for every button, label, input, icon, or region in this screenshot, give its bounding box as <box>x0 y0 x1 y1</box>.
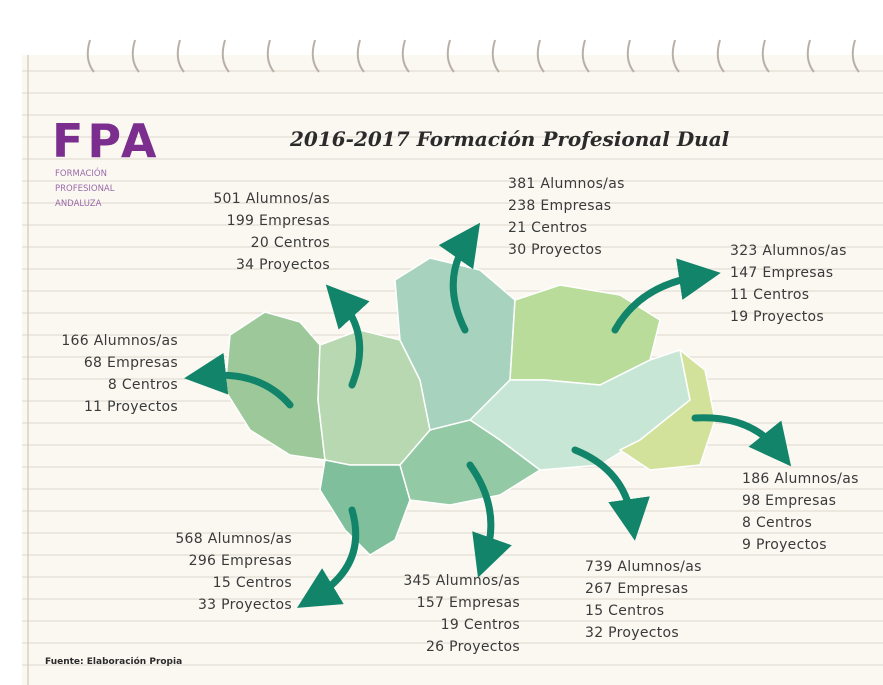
almeria <box>618 348 716 471</box>
stat-line: 20 Centros <box>251 235 330 251</box>
stat-line: 26 Proyectos <box>426 639 520 655</box>
logo-line: ANDALUZA <box>55 199 102 209</box>
stat-line: 345 Alumnos/as <box>403 573 520 589</box>
stat-line: 501 Alumnos/as <box>213 191 330 207</box>
stat-line: 157 Empresas <box>417 595 520 611</box>
stat-line: 19 Proyectos <box>730 309 824 325</box>
stat-line: 11 Centros <box>730 287 809 303</box>
stat-line: 68 Empresas <box>84 355 178 371</box>
stat-line: 296 Empresas <box>189 553 292 569</box>
stat-line: 21 Centros <box>508 220 587 236</box>
stat-line: 186 Alumnos/as <box>742 471 859 487</box>
stat-line: 568 Alumnos/as <box>175 531 292 547</box>
stat-line: 32 Proyectos <box>585 625 679 641</box>
arrows <box>184 222 792 608</box>
stat-line: 238 Empresas <box>508 198 611 214</box>
stat-line: 98 Empresas <box>742 493 836 509</box>
spiral-rings <box>86 39 860 73</box>
logo-line: PROFESIONAL <box>55 184 115 194</box>
stat-line: 323 Alumnos/as <box>730 243 847 259</box>
logo: FPA <box>52 114 161 168</box>
logo-line: FORMACIÓN <box>55 167 107 179</box>
stat-line: 15 Centros <box>213 575 292 591</box>
stat-line: 30 Proyectos <box>508 242 602 258</box>
stat-line: 19 Centros <box>441 617 520 633</box>
stat-line: 15 Centros <box>585 603 664 619</box>
stat-line: 8 Centros <box>742 515 812 531</box>
stat-line: 199 Empresas <box>227 213 330 229</box>
stat-line: 166 Alumnos/as <box>61 333 178 349</box>
stat-line: 34 Proyectos <box>236 257 330 273</box>
stat-line: 33 Proyectos <box>198 597 292 613</box>
stat-line: 267 Empresas <box>585 581 688 597</box>
source: Fuente: Elaboración Propia <box>45 656 182 667</box>
stat-line: 381 Alumnos/as <box>508 176 625 192</box>
title: 2016-2017 Formación Profesional Dual <box>289 127 730 151</box>
stat-line: 9 Proyectos <box>742 537 827 553</box>
stat-line: 11 Proyectos <box>84 399 178 415</box>
stat-line: 8 Centros <box>108 377 178 393</box>
stat-line: 739 Alumnos/as <box>585 559 702 575</box>
cadiz <box>319 459 411 556</box>
stat-line: 147 Empresas <box>730 265 833 281</box>
